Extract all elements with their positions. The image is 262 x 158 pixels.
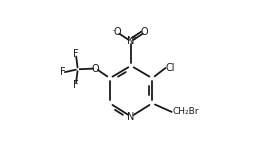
Text: O: O [141, 27, 149, 37]
Text: N: N [127, 112, 135, 122]
Text: O: O [92, 64, 100, 73]
Text: +: + [132, 35, 137, 41]
Text: CH₂Br: CH₂Br [172, 107, 199, 116]
Text: Cl: Cl [166, 63, 175, 73]
Text: ⁻: ⁻ [111, 27, 115, 36]
Text: N: N [127, 36, 135, 46]
Text: F: F [73, 49, 79, 59]
Text: F: F [59, 67, 65, 77]
Text: F: F [73, 80, 79, 90]
Text: O: O [113, 27, 121, 37]
